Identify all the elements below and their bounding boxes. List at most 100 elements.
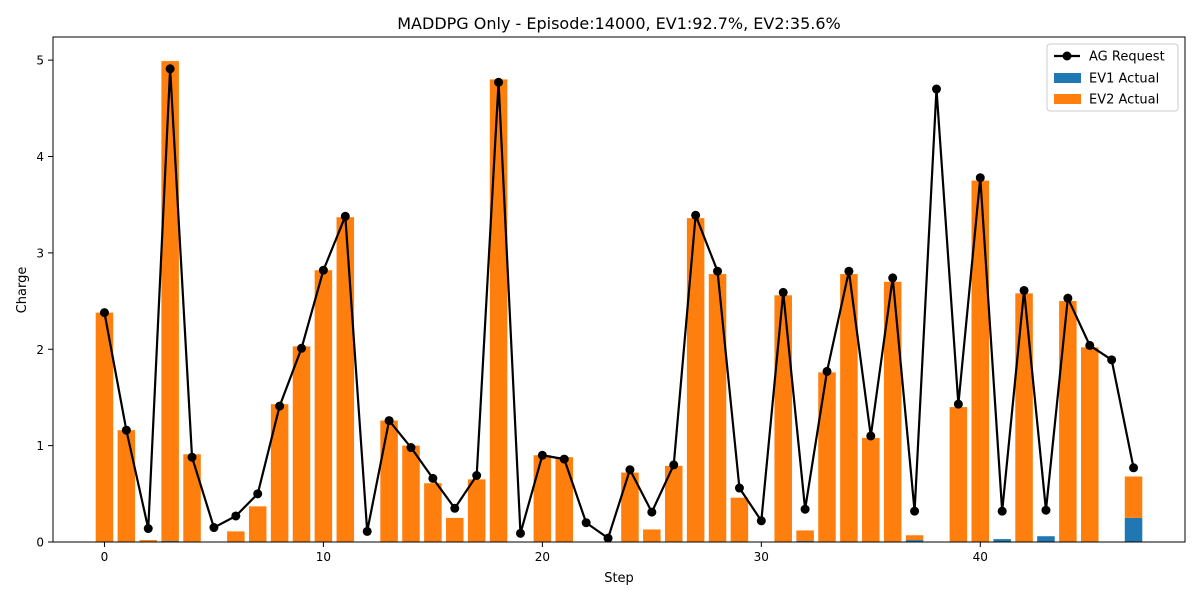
ag-request-point bbox=[537, 450, 547, 460]
legend-label-ev1: EV1 Actual bbox=[1089, 72, 1159, 87]
y-axis-label: Charge bbox=[15, 267, 30, 314]
ev1-bar bbox=[1124, 517, 1143, 542]
ag-request-point bbox=[318, 265, 328, 275]
ev2-bar bbox=[1015, 293, 1033, 542]
ev2-bar bbox=[292, 346, 311, 542]
ag-request-point bbox=[1129, 463, 1139, 473]
ag-request-point bbox=[494, 77, 504, 87]
ag-request-point bbox=[625, 465, 635, 475]
ag-request-point bbox=[822, 366, 832, 376]
ag-request-point bbox=[559, 454, 569, 464]
legend-swatch-ev1 bbox=[1054, 73, 1081, 83]
ag-request-point bbox=[165, 64, 175, 74]
ev2-bar bbox=[730, 497, 749, 542]
ev2-bar bbox=[796, 530, 814, 542]
ev2-bar bbox=[227, 531, 245, 542]
x-tick-label: 30 bbox=[754, 550, 769, 564]
ev2-bar bbox=[424, 483, 442, 542]
ag-request-point bbox=[647, 507, 657, 517]
ev2-bar bbox=[402, 445, 420, 542]
ev2-bar bbox=[905, 535, 924, 541]
y-tick-label: 1 bbox=[36, 439, 44, 453]
plot-frame bbox=[52, 36, 1186, 543]
ag-request-point bbox=[297, 343, 307, 353]
ev2-bar bbox=[774, 295, 792, 542]
ag-request-point bbox=[253, 489, 263, 499]
ev2-bar bbox=[643, 529, 661, 542]
ag-request-point bbox=[428, 473, 438, 483]
x-tick-label: 10 bbox=[316, 550, 331, 564]
ev1-bar bbox=[993, 539, 1011, 542]
ev2-bar bbox=[1059, 301, 1077, 542]
x-tick-label: 20 bbox=[535, 550, 550, 564]
ev2-bar bbox=[949, 407, 968, 542]
ev2-bar bbox=[95, 312, 114, 542]
ag-request-point bbox=[603, 533, 613, 543]
ag-request-point bbox=[121, 425, 131, 435]
ev2-bar bbox=[248, 506, 267, 542]
ag-request-point bbox=[866, 431, 876, 441]
ag-request-point bbox=[953, 399, 963, 409]
ev2-bar bbox=[1124, 476, 1143, 518]
ev2-bar bbox=[380, 420, 398, 542]
legend-marker-swatch bbox=[1062, 51, 1072, 61]
ag-request-point bbox=[275, 401, 285, 411]
ev2-bar bbox=[818, 372, 836, 542]
ag-request-point bbox=[756, 516, 766, 526]
ev2-bar bbox=[708, 274, 727, 542]
ag-request-point bbox=[384, 416, 394, 426]
x-axis-label: Step bbox=[604, 571, 634, 586]
ag-request-point bbox=[910, 506, 920, 516]
ev2-bar bbox=[862, 437, 880, 542]
ev2-bar bbox=[883, 281, 902, 542]
legend-swatch-ev2 bbox=[1054, 94, 1081, 104]
y-tick-label: 4 bbox=[36, 150, 44, 164]
ev2-bar bbox=[139, 540, 158, 542]
ag-request-point bbox=[713, 266, 723, 276]
y-tick-label: 3 bbox=[36, 246, 44, 260]
x-tick-label: 0 bbox=[101, 550, 109, 564]
ag-request-point bbox=[1085, 340, 1095, 350]
ev2-bar bbox=[336, 217, 355, 542]
ev2-bar bbox=[971, 180, 990, 542]
ag-request-point bbox=[1019, 285, 1029, 295]
y-tick-label: 0 bbox=[36, 536, 44, 550]
ag-request-point bbox=[800, 504, 810, 514]
ev2-bar bbox=[840, 274, 858, 542]
chart-title: MADDPG Only - Episode:14000, EV1:92.7%, … bbox=[397, 14, 841, 33]
ag-request-point bbox=[515, 528, 525, 538]
ag-request-point bbox=[778, 287, 788, 297]
ag-request-point bbox=[406, 443, 416, 453]
ev2-bar bbox=[621, 472, 639, 542]
ev1-bar bbox=[1037, 536, 1055, 542]
ag-request-point bbox=[1063, 293, 1073, 303]
ev2-bar bbox=[161, 61, 179, 542]
ag-request-point bbox=[931, 84, 941, 94]
ag-request-point bbox=[734, 483, 744, 493]
ev2-bar bbox=[1080, 347, 1099, 542]
ev2-bar bbox=[183, 454, 201, 542]
ev2-bar bbox=[686, 218, 705, 542]
ag-request-point bbox=[1041, 505, 1051, 515]
ag-request-point bbox=[99, 308, 109, 318]
ag-request-point bbox=[691, 210, 701, 220]
ag-request-point bbox=[581, 518, 591, 528]
legend: AG Request EV1 Actual EV2 Actual bbox=[1046, 43, 1179, 112]
legend-label-ag-request: AG Request bbox=[1089, 50, 1165, 65]
ag-request-point bbox=[362, 526, 372, 536]
legend-label-ev2: EV2 Actual bbox=[1089, 93, 1159, 108]
ag-request-point bbox=[187, 452, 197, 462]
ev2-bar bbox=[555, 457, 574, 542]
ag-request-point bbox=[844, 266, 854, 276]
ag-request-point bbox=[209, 523, 219, 533]
ev2-bar bbox=[664, 465, 683, 542]
ev2-bar bbox=[117, 430, 136, 542]
ag-request-point bbox=[231, 511, 241, 521]
y-tick-label: 2 bbox=[36, 343, 44, 357]
x-tick-label: 40 bbox=[973, 550, 988, 564]
ev2-bar bbox=[467, 479, 486, 542]
ev2-bar bbox=[533, 455, 552, 542]
ag-request-point bbox=[997, 506, 1007, 516]
ag-request-point bbox=[1107, 355, 1117, 365]
